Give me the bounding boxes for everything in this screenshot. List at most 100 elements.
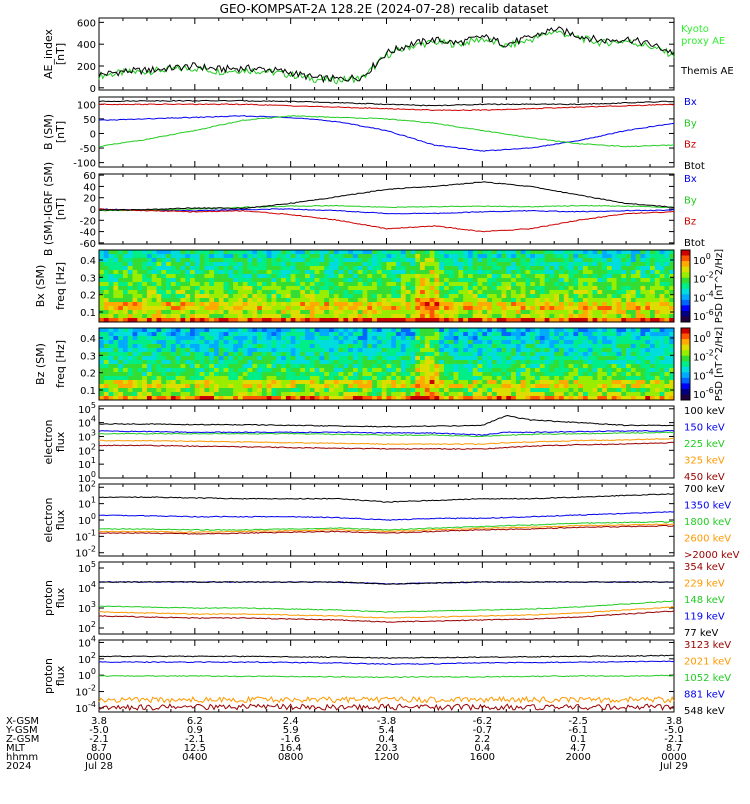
spectrogram-cell <box>118 396 124 401</box>
spectrogram-cell <box>352 344 359 349</box>
spectrogram-cell <box>362 332 368 337</box>
spectrogram-cell <box>597 392 603 397</box>
spectrogram-cell <box>271 262 277 267</box>
spectrogram-cell <box>597 262 603 267</box>
spectrogram-cell <box>314 376 320 381</box>
series-line <box>98 654 675 659</box>
spectrogram-cell <box>597 318 603 323</box>
spectrogram-cell <box>559 306 565 311</box>
spectrogram-cell <box>266 258 272 263</box>
y-axis-label: electron <box>42 420 55 465</box>
spectrogram-cell <box>156 302 162 307</box>
spectrogram-cell <box>463 250 469 255</box>
spectrogram-cell <box>506 336 512 341</box>
spectrogram-cell <box>606 340 613 345</box>
spectrogram-cell <box>357 388 363 393</box>
spectrogram-cell <box>352 282 359 287</box>
spectrogram-cell <box>602 310 608 315</box>
spectrogram-cell <box>381 384 387 389</box>
spectrogram-cell <box>415 380 421 385</box>
spectrogram-cell <box>568 270 574 275</box>
spectrogram-cell <box>554 340 560 345</box>
spectrogram-cell <box>467 336 474 341</box>
spectrogram-cell <box>199 352 205 357</box>
spectrogram-cell <box>300 306 306 311</box>
spectrogram-cell <box>99 352 105 357</box>
spectrogram-cell <box>511 388 517 393</box>
spectrogram-cell <box>491 262 498 267</box>
spectrogram-cell <box>185 380 191 385</box>
spectrogram-cell <box>190 328 196 333</box>
spectrogram-cell <box>242 282 248 287</box>
spectrogram-cell <box>324 258 330 263</box>
spectrogram-cell <box>122 348 129 353</box>
spectrogram-cell <box>204 376 210 381</box>
spectrogram-cell <box>113 302 119 307</box>
spectrogram-cell <box>539 392 545 397</box>
spectrogram-cell <box>151 396 157 401</box>
spectrogram-cell <box>122 250 129 255</box>
spectrogram-cell <box>324 298 330 303</box>
spectrogram-cell <box>137 278 143 283</box>
spectrogram-cell <box>170 258 176 263</box>
spectrogram-cell <box>578 336 584 341</box>
spectrogram-cell <box>204 310 210 315</box>
spectrogram-cell <box>362 340 368 345</box>
spectrogram-cell <box>166 328 172 333</box>
spectrogram-cell <box>477 352 483 357</box>
spectrogram-cell <box>654 376 660 381</box>
spectrogram-cell <box>257 380 263 385</box>
spectrogram-cell <box>290 356 296 361</box>
spectrogram-cell <box>491 388 498 393</box>
spectrogram-cell <box>400 396 406 401</box>
spectrogram-cell <box>170 318 176 323</box>
spectrogram-cell <box>453 340 459 345</box>
spectrogram-cell <box>190 286 196 291</box>
colorbar-tick-label: 10-6 <box>693 308 714 323</box>
spectrogram-cell <box>650 310 656 315</box>
spectrogram-cell <box>122 262 129 267</box>
spectrogram-cell <box>640 290 646 295</box>
spectrogram-cell <box>204 396 210 401</box>
spectrogram-cell <box>367 270 373 275</box>
spectrogram-cell <box>606 298 613 303</box>
spectrogram-cell <box>434 294 440 299</box>
spectrogram-cell <box>146 286 153 291</box>
spectrogram-cell <box>587 328 593 333</box>
spectrogram-cell <box>218 266 224 271</box>
spectrogram-cell <box>410 392 416 397</box>
spectrogram-cell <box>295 250 301 255</box>
spectrogram-cell <box>635 266 641 271</box>
spectrogram-cell <box>515 396 521 401</box>
spectrogram-cell <box>376 328 383 333</box>
spectrogram-cell <box>99 376 105 381</box>
spectrogram-cell <box>530 314 536 319</box>
spectrogram-cell <box>252 360 258 365</box>
spectrogram-cell <box>142 360 148 365</box>
spectrogram-cell <box>654 396 660 401</box>
spectrogram-cell <box>357 372 363 377</box>
spectrogram-cell <box>271 294 277 299</box>
spectrogram-cell <box>448 290 454 295</box>
spectrogram-cell <box>444 310 450 315</box>
spectrogram-cell <box>204 328 210 333</box>
spectrogram-cell <box>381 270 387 275</box>
spectrogram-cell <box>223 376 229 381</box>
spectrogram-cell <box>659 286 665 291</box>
spectrogram-cell <box>602 302 608 307</box>
spectrogram-cell <box>463 274 469 279</box>
spectrogram-cell <box>549 384 555 389</box>
spectrogram-cell <box>544 396 550 401</box>
spectrogram-cell <box>582 282 589 287</box>
spectrogram-cell <box>487 302 493 307</box>
spectrogram-cell <box>242 332 248 337</box>
spectrogram-cell <box>645 352 651 357</box>
spectrogram-cell <box>539 368 545 373</box>
spectrogram-cell <box>132 274 138 279</box>
spectrogram-cell <box>252 278 258 283</box>
spectrogram-cell <box>151 282 157 287</box>
spectrogram-cell <box>420 306 426 311</box>
spectrogram-cell <box>535 376 541 381</box>
spectrogram-cell <box>194 380 200 385</box>
spectrogram-cell <box>319 298 325 303</box>
